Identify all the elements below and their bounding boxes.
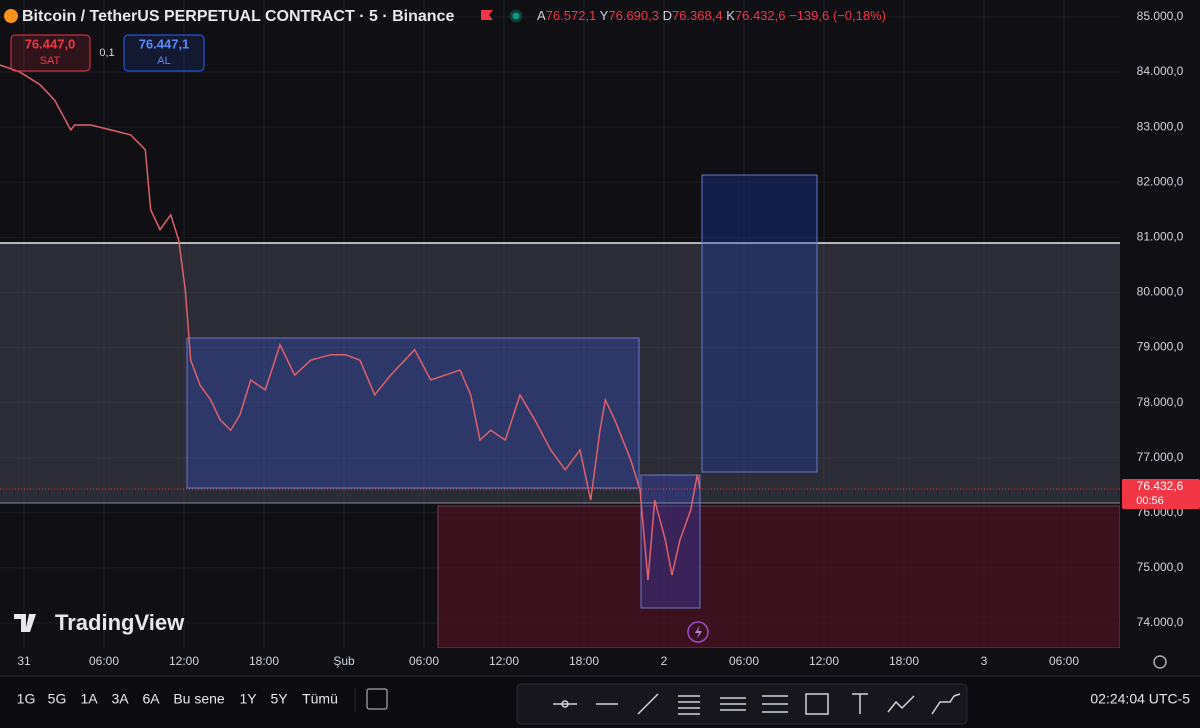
range-buttons: 1G 5G 1A 3A 6A Bu sene 1Y 5Y Tümü xyxy=(17,691,338,707)
x-tick-label: 18:00 xyxy=(249,654,279,668)
grid xyxy=(0,0,1120,648)
y-tick-label: 81.000,0 xyxy=(1137,230,1184,244)
tool-rect[interactable] xyxy=(805,693,829,715)
spread: 0,1 xyxy=(99,47,114,59)
alert-bolt xyxy=(695,625,702,639)
range-button[interactable]: 3A xyxy=(111,691,129,707)
range-button[interactable]: 6A xyxy=(142,691,160,707)
tool-gann[interactable] xyxy=(720,697,746,711)
buy-price: 76.447,1 xyxy=(139,36,190,51)
y-tick-label: 84.000,0 xyxy=(1137,64,1184,78)
buy-button[interactable] xyxy=(123,34,205,72)
ohlc-key: Y xyxy=(600,8,609,23)
x-tick-label: 12:00 xyxy=(489,654,519,668)
ohlc-value: 76.368,4 xyxy=(672,8,723,23)
plot xyxy=(0,64,1120,581)
y-tick-label: 75.000,0 xyxy=(1137,560,1184,574)
tool-pattern[interactable] xyxy=(887,695,915,713)
buy-label: AL xyxy=(157,55,170,67)
x-tick-label: Şub xyxy=(333,654,355,668)
y-tick-label: 82.000,0 xyxy=(1137,174,1184,188)
ohlc-key: A xyxy=(537,8,546,23)
ohlc: A76.572,1 Y76.690,3 D76.368,4 K76.432,6 … xyxy=(537,8,886,23)
y-tick-label: 74.000,0 xyxy=(1137,615,1184,629)
sell-button[interactable] xyxy=(10,34,91,72)
range-button[interactable]: Bu sene xyxy=(173,691,225,707)
date-range-icon[interactable] xyxy=(366,688,388,710)
logo-icon xyxy=(14,614,36,632)
last-price-label: 76.432,6 xyxy=(1137,479,1184,493)
clock: 02:24:04 UTC-5 xyxy=(1090,691,1190,707)
x-tick-label: 12:00 xyxy=(169,654,199,668)
ohlc-key: D xyxy=(663,8,672,23)
drawing-tools xyxy=(553,693,961,715)
settings-icon[interactable] xyxy=(1153,655,1167,669)
x-tick-label: 06:00 xyxy=(1049,654,1079,668)
coin-icon xyxy=(4,9,18,23)
x-tick-label: 2 xyxy=(661,654,668,668)
y-tick-label: 85.000,0 xyxy=(1137,9,1184,23)
range-button[interactable]: 5Y xyxy=(270,691,288,707)
range-button[interactable]: 5G xyxy=(48,691,67,707)
blue-box xyxy=(701,174,818,473)
sell-price: 76.447,0 xyxy=(25,36,76,51)
tool-hline[interactable] xyxy=(553,700,577,708)
tool-trend[interactable] xyxy=(637,693,659,715)
x-tick-label: 31 xyxy=(17,654,31,668)
tool-brush[interactable] xyxy=(931,693,961,715)
ohlc-value: 76.690,3 xyxy=(608,8,659,23)
tool-fib[interactable] xyxy=(678,695,700,715)
range-button[interactable]: 1Y xyxy=(239,691,257,707)
range-button[interactable]: 1A xyxy=(80,691,98,707)
x-tick-label: 18:00 xyxy=(889,654,919,668)
ohlc-value: 76.572,1 xyxy=(546,8,597,23)
logo-text: TradingView xyxy=(55,610,185,635)
y-tick-label: 80.000,0 xyxy=(1137,285,1184,299)
countdown: 00:56 xyxy=(1136,495,1164,507)
tool-text[interactable] xyxy=(852,693,868,714)
tool-pitchfork[interactable] xyxy=(762,695,788,713)
change: −139,6 (−0,18%) xyxy=(789,8,886,23)
time-axis xyxy=(0,648,1120,676)
x-tick-label: 18:00 xyxy=(569,654,599,668)
x-tick-label: 12:00 xyxy=(809,654,839,668)
y-tick-label: 79.000,0 xyxy=(1137,340,1184,354)
last-price-tag xyxy=(1122,478,1200,509)
axes: 74.000,075.000,076.000,077.000,078.000,0… xyxy=(17,9,1200,668)
status-dot xyxy=(509,9,523,23)
sell-label: SAT xyxy=(40,55,61,67)
y-tick-label: 83.000,0 xyxy=(1137,119,1184,133)
price-axis xyxy=(1120,0,1200,676)
x-tick-label: 06:00 xyxy=(729,654,759,668)
blue-box xyxy=(186,337,640,489)
x-tick-label: 06:00 xyxy=(89,654,119,668)
flag-icon[interactable] xyxy=(481,10,493,20)
range-button[interactable]: 1G xyxy=(17,691,36,707)
red-zone xyxy=(437,505,1121,649)
ohlc-value: 76.432,6 xyxy=(735,8,786,23)
y-tick-label: 78.000,0 xyxy=(1137,395,1184,409)
range-button[interactable]: Tümü xyxy=(302,691,338,707)
alert-icon[interactable] xyxy=(687,621,709,643)
symbol-title: Bitcoin / TetherUS PERPETUAL CONTRACT · … xyxy=(22,8,454,25)
price-line xyxy=(0,64,701,581)
ohlc-key: K xyxy=(726,8,735,23)
x-tick-label: 06:00 xyxy=(409,654,439,668)
y-tick-label: 77.000,0 xyxy=(1137,450,1184,464)
blue-box xyxy=(640,474,701,609)
x-tick-label: 3 xyxy=(981,654,988,668)
